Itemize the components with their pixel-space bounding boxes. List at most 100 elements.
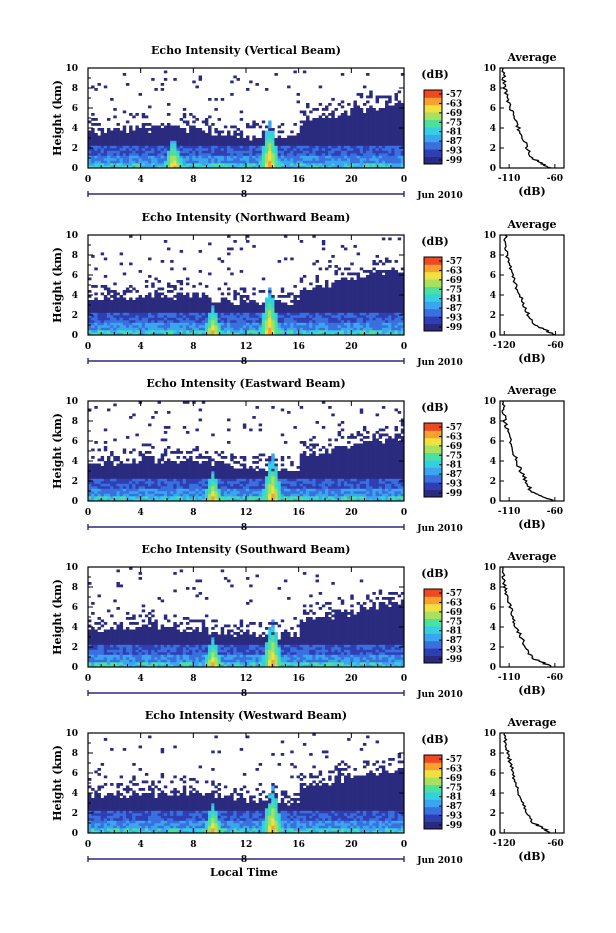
heat-cell [199, 471, 202, 474]
heat-cell [154, 496, 157, 499]
heat-cell [176, 295, 179, 298]
heat-cell [97, 476, 100, 479]
heat-cell [113, 308, 116, 311]
heat-cell [328, 328, 331, 331]
heat-cell [331, 163, 334, 166]
heat-cell [205, 466, 208, 469]
y-tick-label: 10 [65, 64, 78, 74]
heat-cell [398, 103, 401, 106]
heat-cell [281, 328, 284, 331]
heat-cell [173, 303, 176, 306]
heat-cell [328, 103, 331, 106]
heat-cell [350, 146, 353, 149]
heat-cell [164, 310, 167, 313]
heat-cell [158, 143, 161, 146]
heat-cell [116, 308, 119, 311]
heat-cell [398, 156, 401, 159]
heat-cell [202, 491, 205, 494]
heat-cell [334, 280, 337, 283]
heat-cell [221, 461, 224, 464]
heat-cell [218, 476, 221, 479]
heat-cell [322, 323, 325, 326]
heat-cell [353, 103, 356, 106]
heat-cell [167, 285, 170, 288]
heat-cell [132, 414, 135, 417]
heat-cell [142, 474, 145, 477]
heat-cell [221, 451, 224, 454]
heat-cell [199, 320, 202, 323]
heat-cell [167, 484, 170, 487]
heat-cell [398, 123, 401, 126]
heat-cell [334, 163, 337, 166]
heat-cell [398, 278, 401, 281]
heat-cell [126, 469, 129, 472]
heat-cell [341, 305, 344, 308]
heat-cell [312, 158, 315, 161]
heat-cell [167, 158, 170, 161]
heat-cell [319, 288, 322, 291]
heat-cell [173, 163, 176, 166]
heat-cell [265, 320, 268, 323]
heat-cell [372, 275, 375, 278]
heat-cell [366, 325, 369, 328]
heat-cell [300, 315, 303, 318]
heat-cell [123, 496, 126, 499]
heat-cell [303, 123, 306, 126]
heat-cell [344, 123, 347, 126]
heat-cell [246, 323, 249, 326]
colorbar-swatch [424, 264, 442, 272]
heat-cell [173, 481, 176, 484]
heat-cell [208, 476, 211, 479]
heat-cell [347, 285, 350, 288]
heat-cell [199, 496, 202, 499]
heat-cell [129, 484, 132, 487]
heat-cell [164, 464, 167, 467]
heat-cell [195, 148, 198, 151]
heat-cell [208, 153, 211, 156]
heat-cell [195, 128, 198, 131]
heat-cell [218, 313, 221, 316]
heat-cell [328, 158, 331, 161]
heat-cell [385, 111, 388, 114]
heat-cell [259, 328, 262, 331]
heat-cell [110, 323, 113, 326]
heat-cell [189, 484, 192, 487]
heat-cell [164, 153, 167, 156]
heat-cell [195, 429, 198, 432]
heat-cell [319, 161, 322, 164]
heat-cell [186, 293, 189, 296]
heat-cell [195, 141, 198, 144]
heat-cell [322, 310, 325, 313]
heat-cell [129, 141, 132, 144]
heat-cell [183, 320, 186, 323]
heat-cell [158, 466, 161, 469]
heat-cell [249, 328, 252, 331]
heat-cell [369, 320, 372, 323]
heat-cell [135, 308, 138, 311]
heat-cell [211, 148, 214, 151]
heat-cell [385, 121, 388, 124]
heat-cell [186, 479, 189, 482]
heat-cell [303, 158, 306, 161]
heat-cell [379, 141, 382, 144]
heat-cell [372, 330, 375, 333]
heat-cell [265, 88, 268, 91]
heat-cell [350, 283, 353, 286]
heat-cell [338, 116, 341, 119]
heat-cell [170, 131, 173, 134]
heat-cell [240, 496, 243, 499]
heat-cell [129, 491, 132, 494]
heat-cell [350, 330, 353, 333]
heat-cell [221, 151, 224, 154]
heat-cell [328, 113, 331, 116]
heat-cell [94, 481, 97, 484]
heat-cell [132, 484, 135, 487]
heat-cell [334, 133, 337, 136]
heat-cell [97, 469, 100, 472]
heat-cell [97, 143, 100, 146]
heat-cell [385, 290, 388, 293]
heat-cell [113, 471, 116, 474]
heat-cell [186, 136, 189, 139]
heat-cell [170, 491, 173, 494]
heat-cell [110, 153, 113, 156]
